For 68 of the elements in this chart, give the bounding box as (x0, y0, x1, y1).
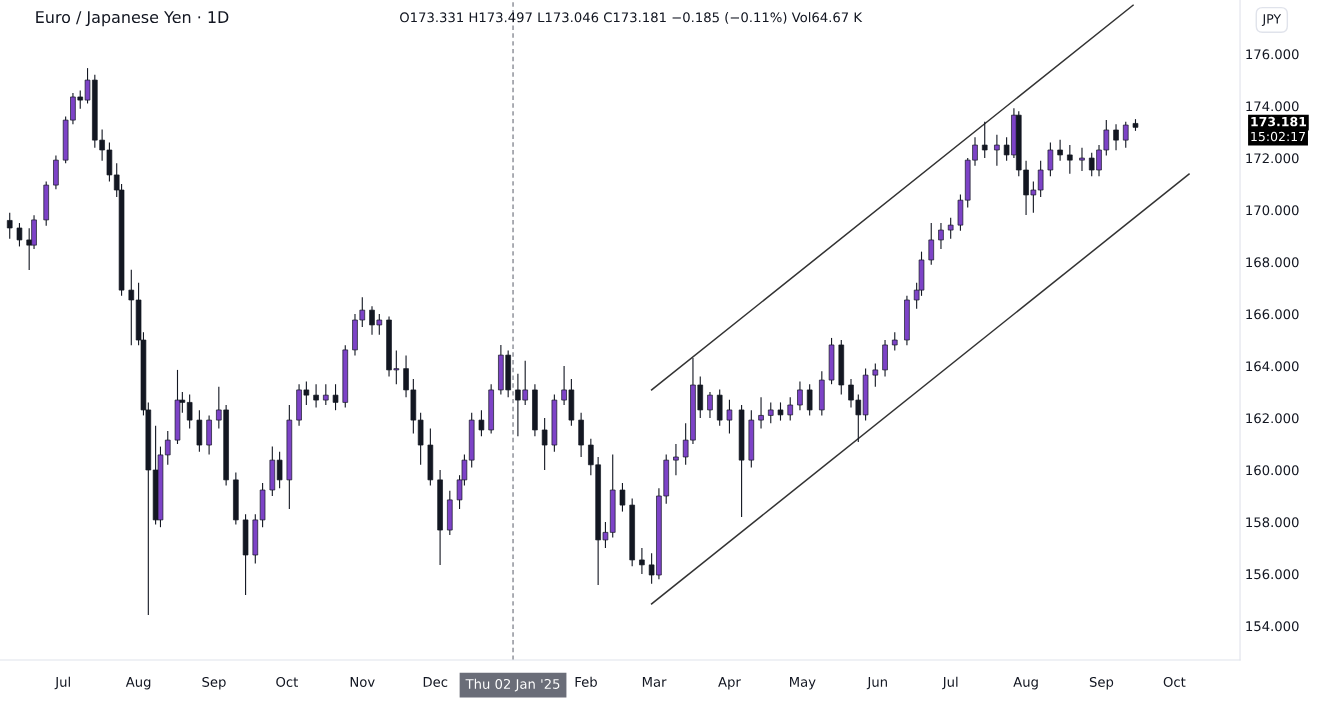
candlestick (639, 547, 645, 575)
candlestick (313, 383, 319, 409)
y-tick-label: 164.000 (1246, 361, 1299, 372)
candlestick (777, 401, 784, 422)
text: O173.331 H173.497 L173.046 C173.181 −0.185 (−0.11%) Vol64.67 K (400, 12, 863, 24)
candlestick (758, 396, 764, 429)
y-tick-label: 160.000 (1246, 465, 1299, 476)
y-tick-label: 170.000 (1246, 205, 1299, 216)
candlestick (767, 401, 774, 424)
candlestick (947, 217, 954, 240)
y-tick-label: 176.000 (1246, 49, 1299, 60)
ref-line-label: Thu 02 Jan '25 (465, 678, 560, 692)
text: Euro / Japanese Yen · 1D (36, 11, 229, 27)
x-tick-label: Sep (202, 676, 226, 690)
x-tick-label: Jul (54, 676, 70, 690)
x-tick-label: Oct (276, 676, 298, 687)
candlestick (797, 381, 803, 411)
x-tick-label: Sep (1089, 676, 1114, 690)
candlestick (928, 222, 935, 266)
y-tick-label: 158.000 (1246, 517, 1299, 528)
x-tick-label: Aug (125, 677, 151, 690)
x-tick-label: Mar (642, 677, 667, 687)
candlestick (938, 222, 944, 250)
candlestick (541, 417, 548, 471)
text: 15:02:17 (1251, 131, 1306, 142)
candlestick (276, 451, 283, 489)
candlestick (806, 383, 813, 416)
candlestick (787, 396, 793, 422)
candlestick (619, 482, 626, 513)
x-tick-label: May (790, 677, 816, 690)
y-tick-label: 156.000 (1246, 569, 1299, 580)
x-tick-label: Aug (1013, 677, 1038, 690)
x-tick-label: Jun (866, 677, 887, 690)
candlestick (128, 269, 135, 346)
candlestick (891, 331, 898, 351)
candlestick (332, 383, 339, 411)
candlestick (1079, 147, 1085, 172)
x-tick-label: Jul (942, 676, 958, 690)
candlestick (872, 362, 879, 388)
text: 173.181 (1251, 116, 1307, 127)
candlestick (1037, 160, 1044, 198)
x-tick-label: Dec (423, 677, 448, 687)
x-tick-label: Feb (575, 676, 597, 687)
candlestick (726, 399, 733, 435)
candlestick (16, 222, 23, 247)
y-tick-label: 154.000 (1246, 621, 1299, 632)
candlestick (994, 134, 1000, 167)
y-tick-label: 172.000 (1246, 153, 1299, 164)
candlestick (478, 409, 485, 437)
candlestick (186, 394, 193, 429)
x-tick-label: Oct (1163, 676, 1186, 687)
candlestick (707, 391, 713, 419)
candlestick (673, 443, 679, 476)
text: JPY (1261, 14, 1282, 26)
candlestick (1113, 123, 1119, 151)
y-tick-label: 168.000 (1246, 257, 1299, 268)
candlestick (981, 121, 988, 159)
candlestick (1047, 141, 1054, 177)
candlestick (6, 212, 13, 240)
x-tick-label: Nov (350, 677, 375, 687)
y-tick-label: 162.000 (1246, 413, 1299, 424)
candlestick (1067, 144, 1073, 175)
x-tick-label: Apr (718, 677, 741, 690)
candlestick (1122, 121, 1129, 149)
candlestick (323, 383, 329, 406)
y-tick-label: 166.000 (1246, 309, 1299, 320)
candlestick (1057, 139, 1063, 162)
y-tick-label: 174.000 (1246, 101, 1299, 112)
